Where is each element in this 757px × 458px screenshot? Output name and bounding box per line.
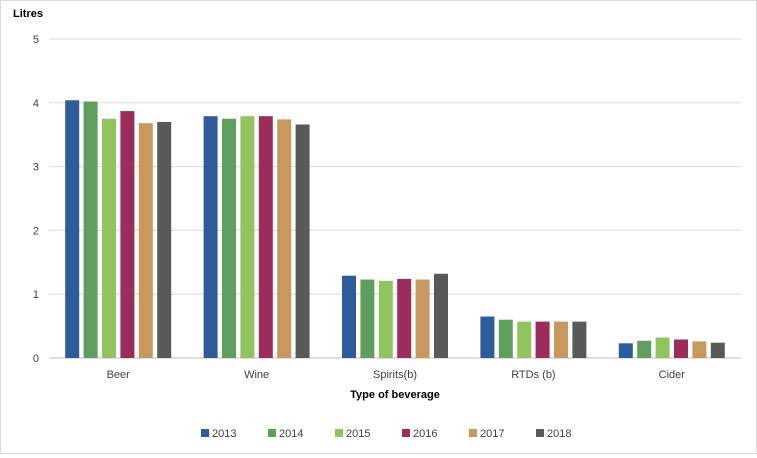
legend-label: 2013 [212,428,236,440]
bar [277,119,292,358]
bar [480,316,495,358]
bar [517,321,532,358]
legend-swatch [201,429,209,437]
y-tick-label: 3 [33,162,39,174]
bar [655,337,670,358]
legend-label: 2018 [547,428,571,440]
bar [498,319,513,358]
bar [554,321,568,358]
bar [138,123,153,358]
bar [710,342,725,358]
bar [397,278,412,358]
bar [535,321,550,358]
y-tick-label: 0 [33,353,39,365]
bar [65,100,80,359]
y-tick-label: 1 [33,289,39,301]
bar [120,111,135,359]
bar [378,280,393,358]
bar [83,101,98,359]
legend-label: 2014 [279,428,303,440]
legend-swatch [268,429,276,437]
bar [572,321,587,358]
y-tick-label: 2 [33,225,39,237]
bar [342,275,356,358]
y-tick-label: 4 [33,98,39,110]
bar [618,343,633,358]
legend-swatch [335,429,343,437]
legend: 2013 2014 2015 2016 2017 2018 [201,428,571,440]
bar [157,121,172,358]
legend-swatch [402,429,410,437]
x-tick-label: Wine [244,369,269,381]
bar [102,118,116,358]
bar [240,116,255,358]
bar [360,279,375,358]
bar [674,339,688,358]
x-tick-labels: Beer Wine Spirits(b) RTDs (b) Cider [107,369,686,381]
bar [415,279,430,358]
bar [637,340,652,358]
x-tick-label: Cider [659,369,686,381]
x-tick-label: Beer [107,369,131,381]
bar [692,341,707,358]
x-tick-label: Spirits(b) [373,369,417,381]
bar [222,118,236,358]
y-axis-title: Litres [13,8,43,20]
y-tick-label: 5 [33,34,39,46]
bars [65,100,725,359]
x-tick-label: RTDs (b) [511,369,555,381]
legend-label: 2015 [346,428,370,440]
x-axis-title: Type of beverage [350,389,440,401]
legend-swatch [469,429,477,437]
y-tick-labels: 0 1 2 3 4 5 [33,34,39,365]
legend-label: 2017 [480,428,504,440]
legend-label: 2016 [413,428,437,440]
bar [258,116,273,358]
bar [434,273,448,358]
bar [203,116,218,358]
bar [295,124,310,358]
legend-swatch [536,429,544,437]
